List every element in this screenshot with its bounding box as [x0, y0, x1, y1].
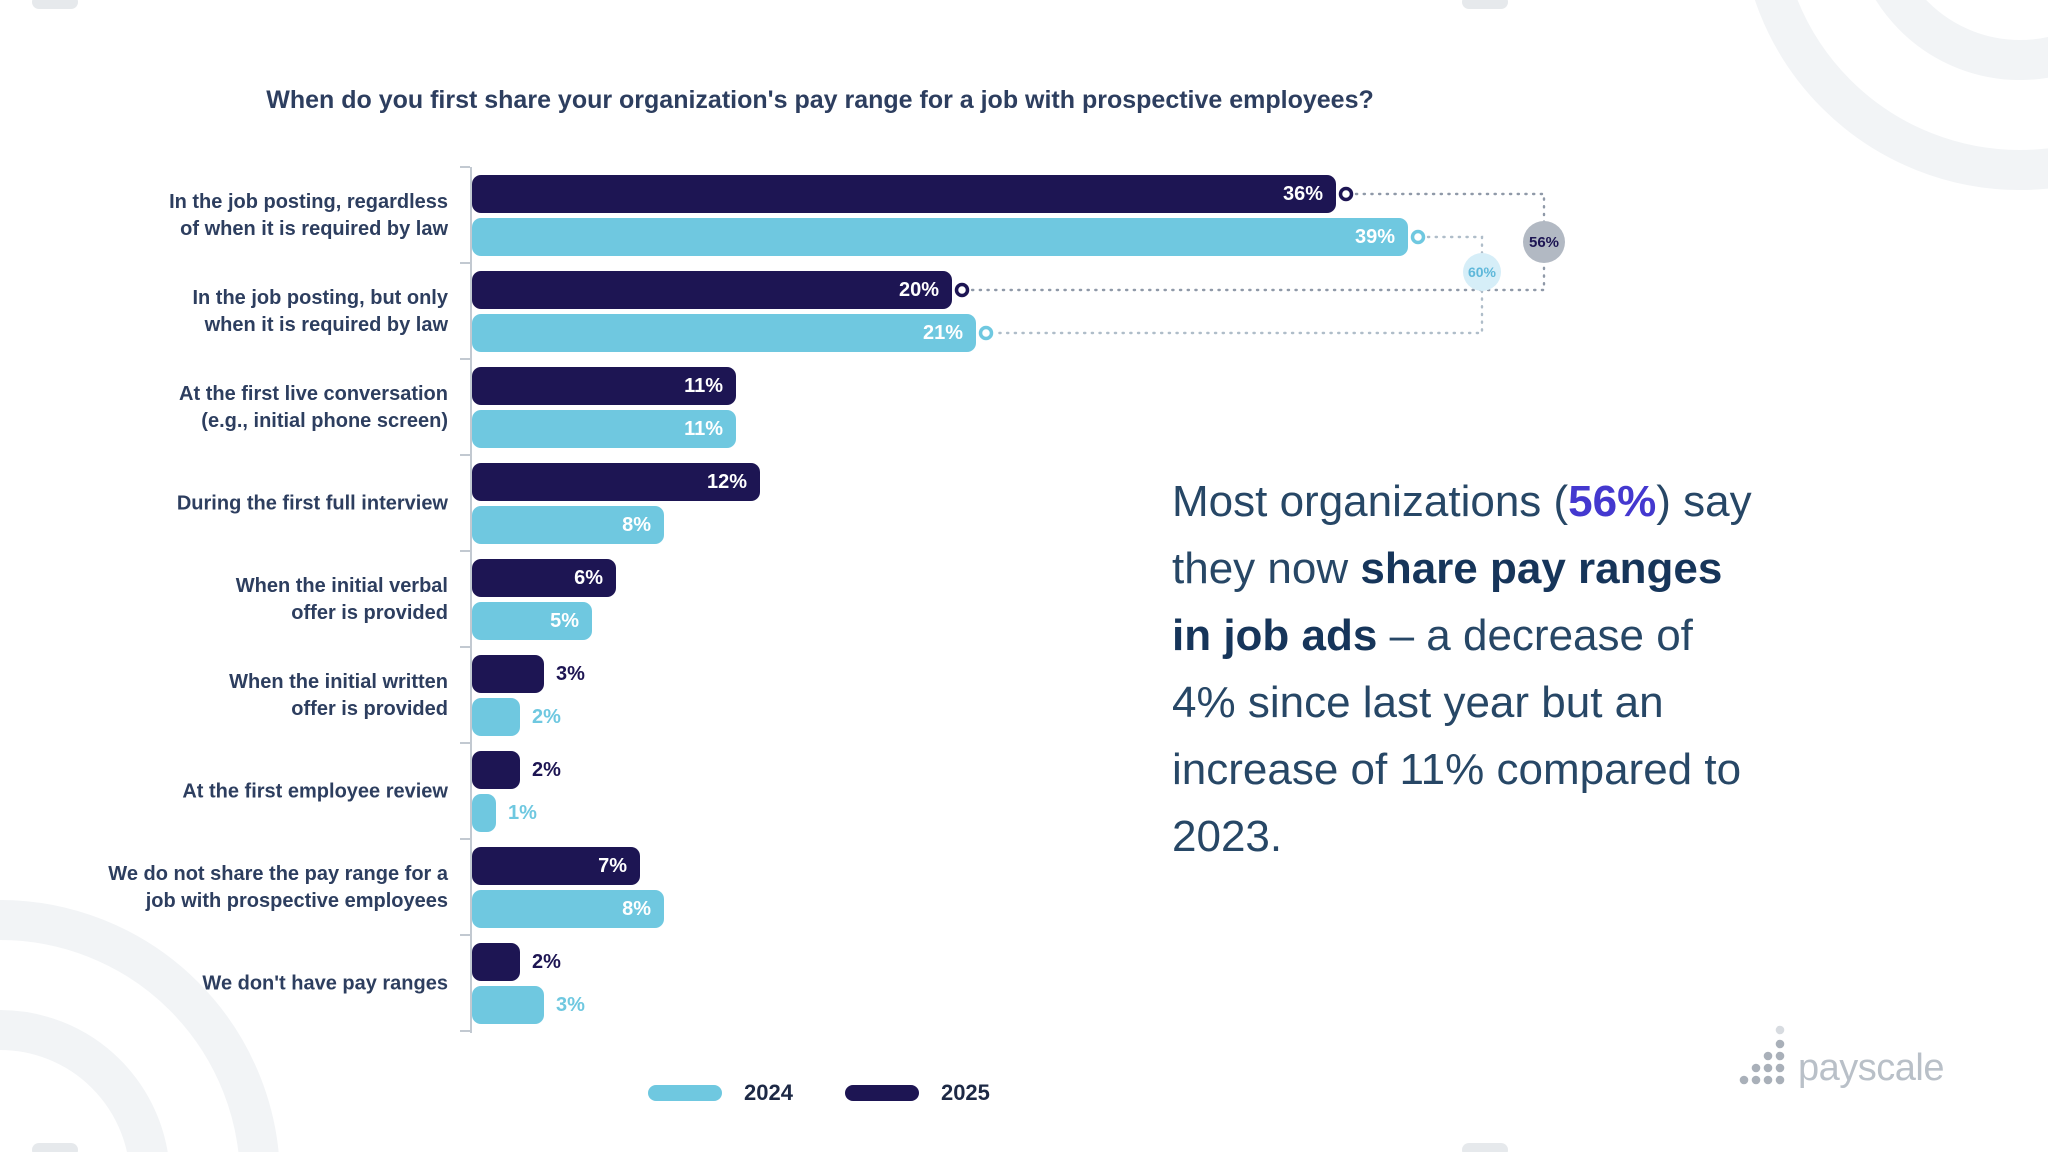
callout-part: ) say they now — [1172, 477, 1752, 593]
value-label: 3% — [556, 663, 585, 685]
legend-swatch-2025 — [844, 1085, 919, 1101]
value-label: 8% — [622, 898, 651, 920]
category-label: When the initial written offer is provid… — [229, 670, 448, 720]
axis-tick — [460, 742, 470, 744]
callout-bold: share pay ranges in job ads — [1172, 544, 1723, 660]
value-label: 6% — [574, 567, 603, 589]
value-label: 12% — [706, 471, 747, 493]
bar-2025-5 — [472, 655, 544, 693]
bar-2025-4: 6% — [472, 559, 616, 597]
chart-title: When do you first share your organizatio… — [266, 86, 1374, 114]
value-label: 11% — [684, 375, 723, 397]
legend-label-2025: 2025 — [940, 1080, 990, 1105]
value-label: 8% — [622, 514, 651, 536]
bar-2025-6 — [472, 751, 520, 789]
category-label: At the first employee review — [182, 780, 448, 802]
value-label: 20% — [898, 279, 939, 301]
bar-2025-3: 12% — [472, 463, 760, 501]
legend-label-2024: 2024 — [744, 1080, 793, 1105]
bar-2024-2: 11% — [472, 410, 736, 448]
axis-tick — [460, 934, 470, 936]
category-label: At the first live conversation (e.g., in… — [179, 382, 448, 432]
legend-item-2024: 2024 — [648, 1080, 793, 1106]
callout-highlight: 56% — [1568, 477, 1657, 526]
bar-2025-1: 20% — [472, 271, 952, 309]
value-label: 36% — [1282, 183, 1323, 205]
axis-tick — [460, 358, 470, 360]
value-label: 21% — [922, 322, 963, 344]
chart-axis — [470, 167, 472, 1033]
value-label: 1% — [508, 802, 537, 824]
value-label: 11% — [684, 418, 723, 440]
value-label: 2% — [532, 759, 561, 781]
value-label: 3% — [556, 994, 585, 1016]
bar-2024-4: 5% — [472, 602, 592, 640]
category-label: During the first full interview — [176, 492, 448, 514]
bar-2025-0: 36% — [472, 175, 1336, 213]
category-label: In the job posting, regardless of when i… — [169, 190, 448, 240]
axis-tick — [460, 166, 470, 168]
axis-tick — [460, 454, 470, 456]
deco-tab — [32, 1143, 78, 1152]
callout-text: Most organizations (56%) say they now sh… — [1172, 468, 1752, 870]
bar-2024-8 — [472, 986, 544, 1024]
value-label: 39% — [1354, 226, 1395, 248]
value-label: 5% — [550, 610, 579, 632]
bar-2024-1: 21% — [472, 314, 976, 352]
deco-tab — [1462, 0, 1508, 9]
annotation-bubble-2024: 60% — [1463, 253, 1501, 291]
value-label: 2% — [532, 706, 561, 728]
bar-2025-7: 7% — [472, 847, 640, 885]
category-label: In the job posting, but only when it is … — [192, 286, 448, 336]
axis-tick — [460, 646, 470, 648]
bar-2025-2: 11% — [472, 367, 736, 405]
chart-legend: 2024 2025 — [648, 1080, 990, 1106]
callout-part: – a decrease of 4% since last year but a… — [1172, 611, 1742, 861]
axis-tick — [460, 838, 470, 840]
bar-2024-6 — [472, 794, 496, 832]
value-label: 2% — [532, 951, 561, 973]
deco-tab — [1462, 1143, 1508, 1152]
axis-tick — [460, 1030, 470, 1032]
annotation-bubble-2025: 56% — [1523, 221, 1565, 263]
category-label: When the initial verbal offer is provide… — [235, 574, 448, 624]
callout-part: Most organizations ( — [1172, 477, 1569, 526]
legend-item-2025: 2025 — [844, 1080, 990, 1106]
axis-tick — [460, 262, 470, 264]
bar-2024-5 — [472, 698, 520, 736]
category-label: We don't have pay ranges — [202, 972, 448, 994]
payscale-logo: payscale — [1738, 1022, 1944, 1089]
category-label: We do not share the pay range for a job … — [108, 862, 448, 912]
bar-2025-8 — [472, 943, 520, 981]
legend-swatch-2024 — [648, 1085, 722, 1101]
axis-tick — [460, 550, 470, 552]
bar-2024-3: 8% — [472, 506, 664, 544]
deco-tab — [32, 0, 78, 9]
value-label: 7% — [598, 855, 627, 877]
payscale-logo-icon — [1739, 1025, 1785, 1085]
payscale-logo-text: payscale — [1798, 1046, 1944, 1089]
bar-2024-7: 8% — [472, 890, 664, 928]
bar-2024-0: 39% — [472, 218, 1408, 256]
